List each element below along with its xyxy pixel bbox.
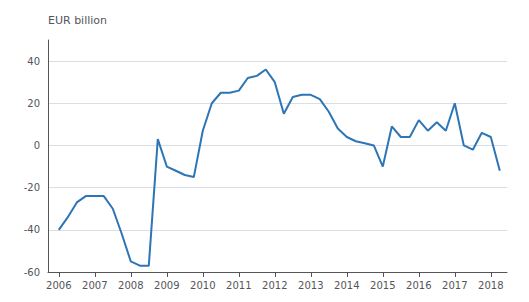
svg-text:40: 40 xyxy=(27,56,40,67)
svg-text:2007: 2007 xyxy=(82,280,107,291)
svg-text:2012: 2012 xyxy=(262,280,287,291)
svg-text:-60: -60 xyxy=(24,267,40,278)
svg-text:-40: -40 xyxy=(24,224,40,235)
svg-text:2009: 2009 xyxy=(154,280,179,291)
svg-text:20: 20 xyxy=(27,98,40,109)
svg-text:2008: 2008 xyxy=(118,280,143,291)
svg-text:2016: 2016 xyxy=(406,280,431,291)
svg-text:2010: 2010 xyxy=(190,280,215,291)
svg-text:2017: 2017 xyxy=(442,280,467,291)
svg-text:2006: 2006 xyxy=(46,280,71,291)
svg-text:2011: 2011 xyxy=(226,280,251,291)
svg-text:0: 0 xyxy=(34,140,40,151)
svg-text:2018: 2018 xyxy=(478,280,503,291)
svg-text:2014: 2014 xyxy=(334,280,359,291)
svg-text:2013: 2013 xyxy=(298,280,323,291)
svg-text:EUR billion: EUR billion xyxy=(48,14,107,27)
svg-text:-20: -20 xyxy=(24,182,40,193)
svg-text:2015: 2015 xyxy=(370,280,395,291)
